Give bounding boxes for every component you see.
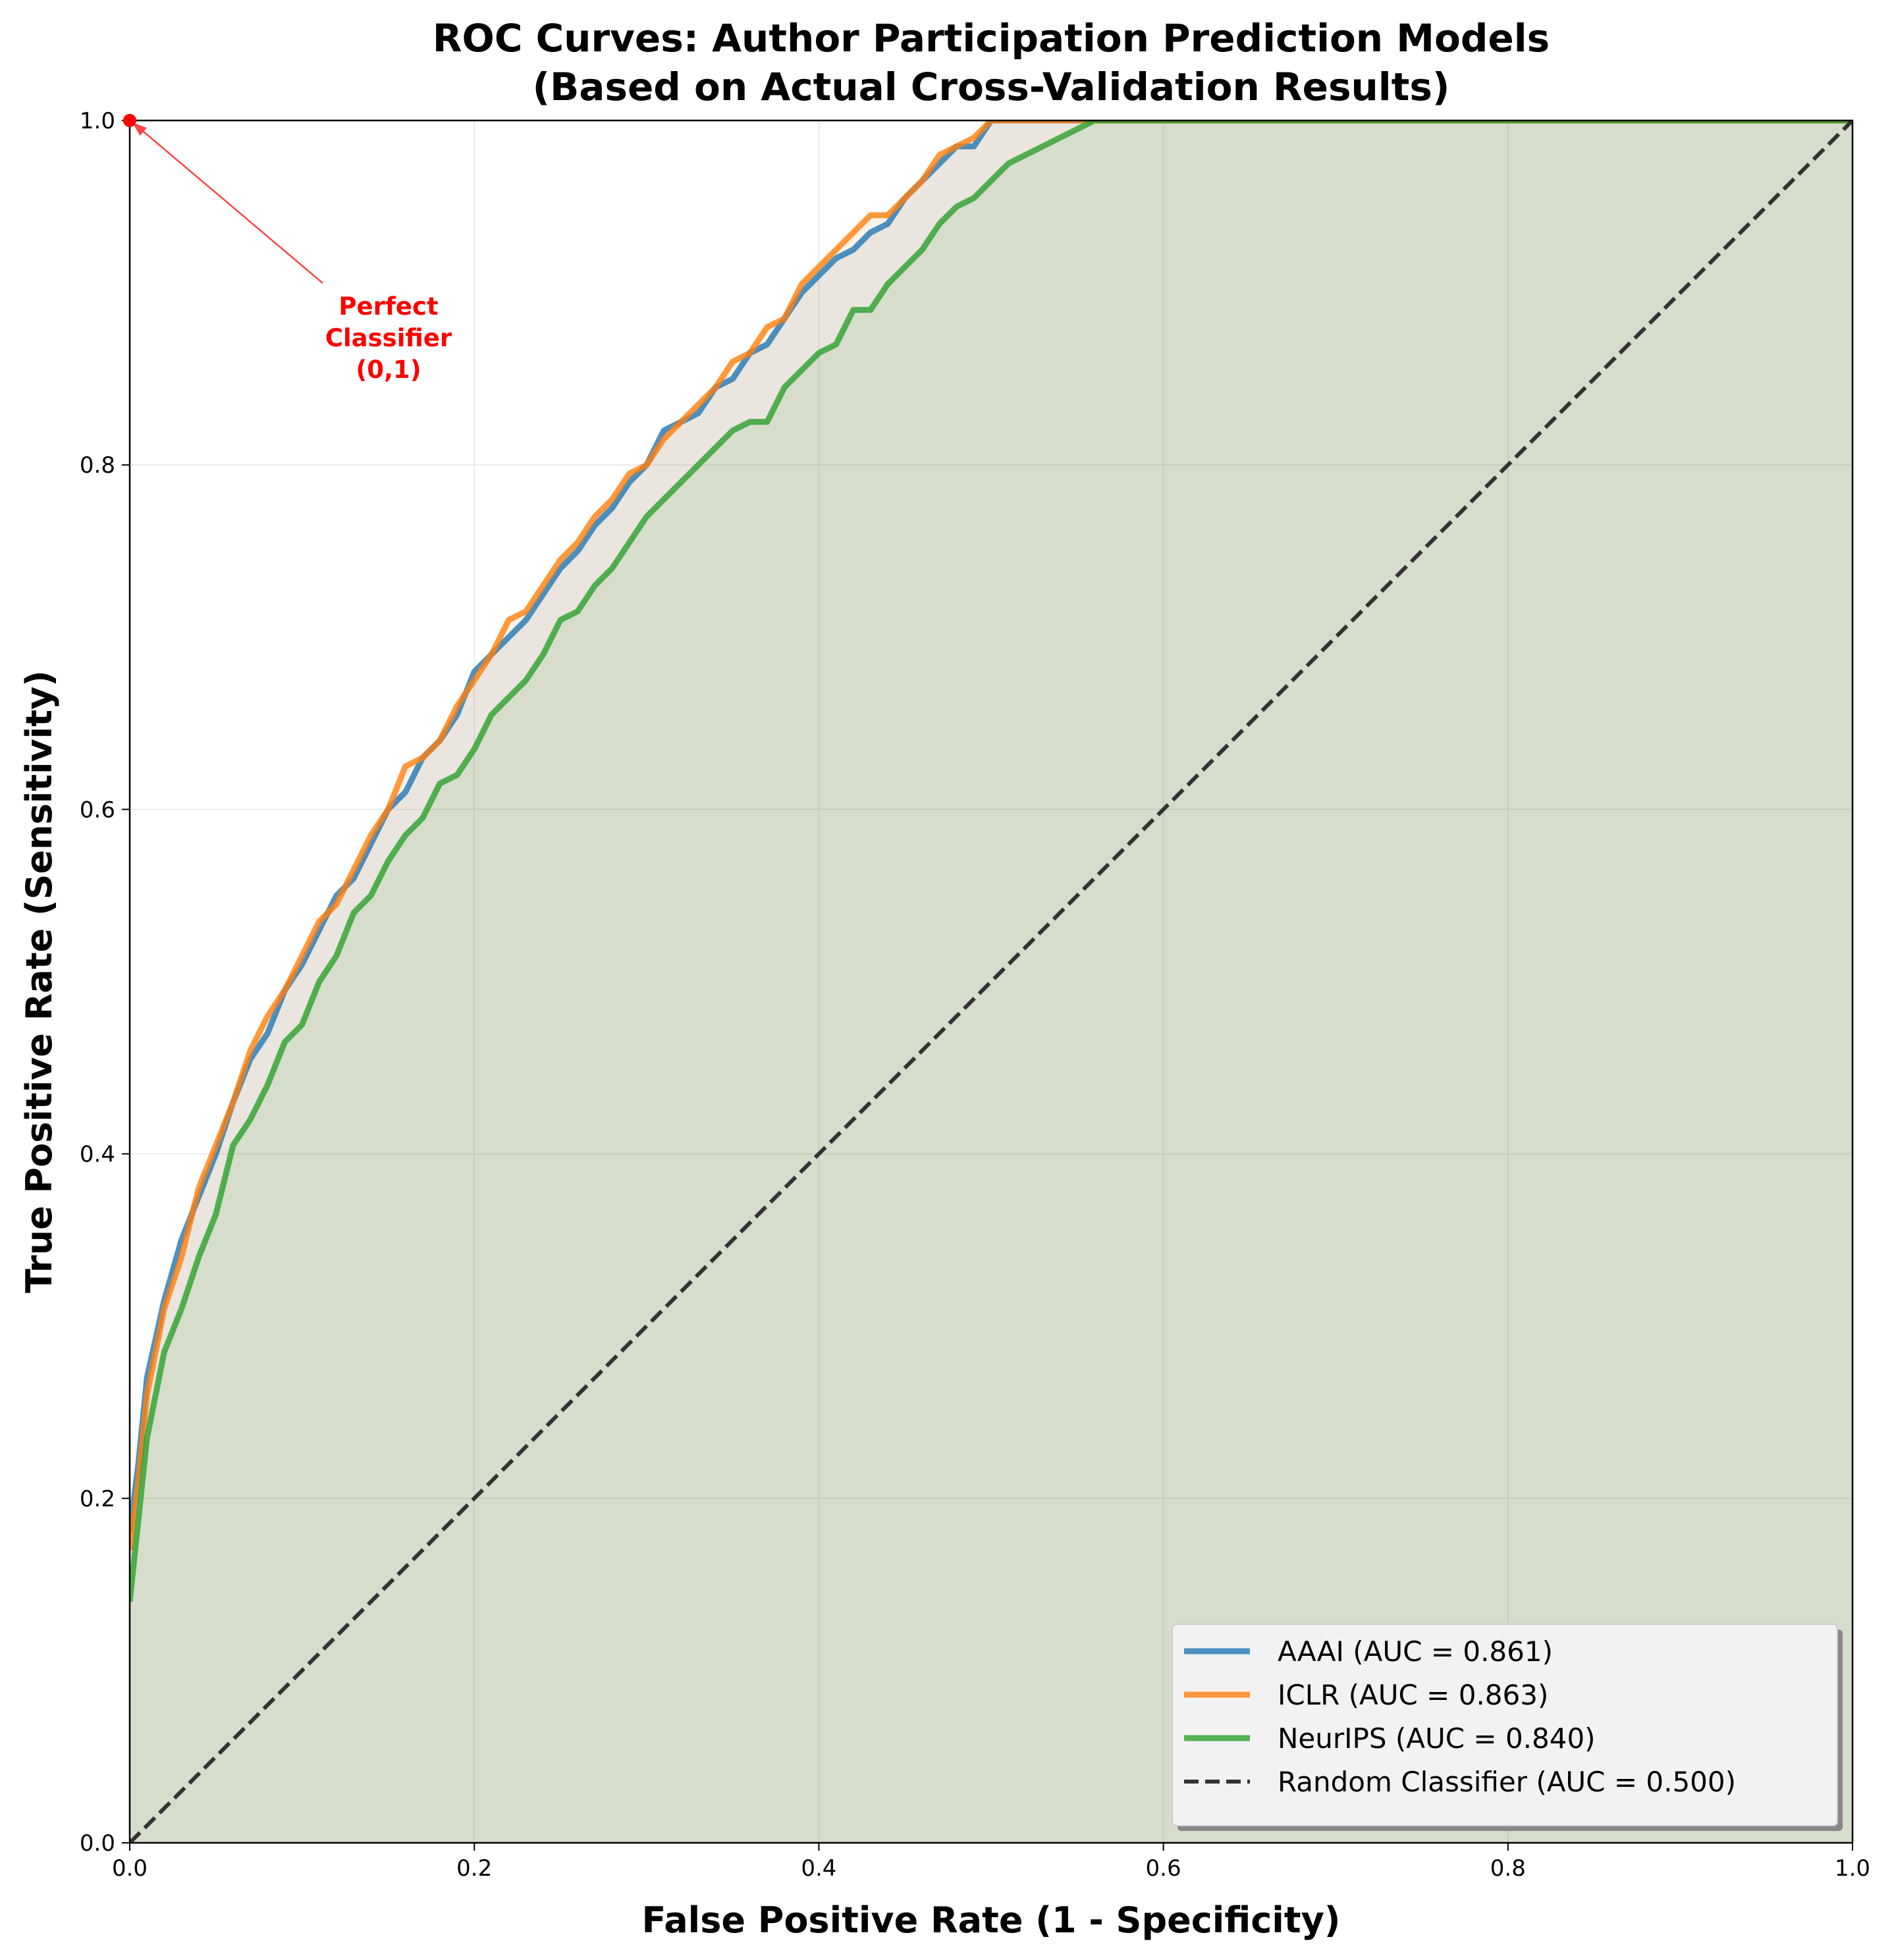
x-tick-label: 0.2 (456, 1855, 492, 1882)
legend: AAAI (AUC = 0.861) ICLR (AUC = 0.863) Neur… (1172, 1624, 1843, 1831)
legend-label-random-classifier: Random Classifier (AUC = 0.500) (1278, 1766, 1736, 1798)
chart-title-line2: (Based on Actual Cross-Validation Result… (533, 65, 1450, 109)
x-tick-label: 0.4 (801, 1855, 836, 1882)
axis-ticks: 0.0 0.2 0.4 0.6 0.8 1.0 0.0 0.2 0.4 0.6 0.8 1.0 (80, 108, 1870, 1882)
x-tick-label: 0.6 (1146, 1855, 1181, 1882)
y-tick-label: 0.0 (80, 1830, 115, 1857)
y-tick-label: 0.8 (80, 452, 115, 479)
y-tick-label: 0.4 (80, 1142, 115, 1168)
aaai-roc-line (130, 120, 1853, 1533)
perfect-classifier-annotation: Perfect Classifier (0,1) (123, 114, 452, 384)
annotation-line2: Classifier (325, 324, 452, 352)
legend-label-iclr: ICLR (AUC = 0.863) (1278, 1679, 1548, 1711)
iclr-roc-line (130, 120, 1853, 1550)
annotation-line1: Perfect (338, 292, 438, 321)
y-tick-label: 0.2 (80, 1486, 115, 1512)
annotation-line3: (0,1) (356, 356, 421, 384)
y-axis-label: True Positive Rate (Sensitivity) (18, 670, 60, 1293)
x-tick-label: 1.0 (1835, 1855, 1870, 1882)
iclr-auc-fill (130, 120, 1853, 1843)
random-classifier-roc-line (130, 120, 1853, 1843)
neurips-roc-line (130, 120, 1853, 1602)
legend-box (1172, 1624, 1838, 1826)
annotation-arrowhead (132, 122, 147, 136)
series-lines (130, 120, 1853, 1843)
legend-label-aaai: AAAI (AUC = 0.861) (1278, 1635, 1553, 1668)
annotation-arrow (134, 124, 323, 284)
plot-frame (128, 119, 1854, 1844)
y-tick-label: 1.0 (80, 108, 115, 134)
aaai-auc-fill (130, 120, 1853, 1843)
x-axis-label: False Positive Rate (1 - Specificity) (642, 1899, 1341, 1941)
auc-fill-areas (130, 120, 1853, 1843)
legend-label-neurips: NeurIPS (AUC = 0.840) (1278, 1722, 1596, 1755)
perfect-classifier-point (123, 114, 136, 127)
x-tick-label: 0.0 (112, 1855, 148, 1882)
chart-title-line1: ROC Curves: Author Participation Predict… (433, 16, 1550, 61)
x-tick-label: 0.8 (1490, 1855, 1526, 1882)
neurips-auc-fill (130, 120, 1853, 1843)
y-tick-label: 0.6 (80, 797, 115, 823)
